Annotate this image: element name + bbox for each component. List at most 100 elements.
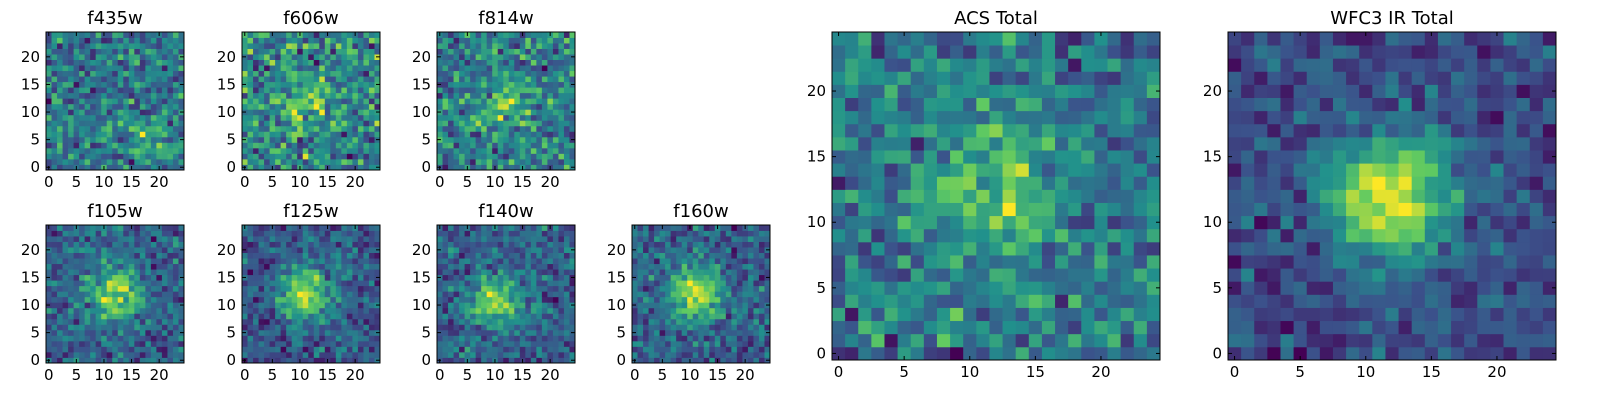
pixel-cell: [453, 302, 460, 309]
pixel-cell: [492, 37, 499, 44]
pixel-cell: [253, 125, 259, 132]
pixel-cell: [530, 269, 537, 276]
pixel-cell: [514, 357, 521, 364]
pixel-cell: [101, 98, 108, 105]
pixel-cell: [84, 43, 91, 49]
pixel-cell: [475, 32, 482, 38]
pixel-cell: [481, 335, 488, 342]
pixel-cell: [84, 329, 91, 336]
pixel-cell: [134, 329, 141, 336]
pixel-cell: [736, 302, 743, 309]
pixel-cell: [552, 291, 559, 298]
pixel-cell: [150, 302, 157, 309]
pixel-cell: [541, 351, 548, 358]
pixel-cell: [357, 313, 364, 320]
y-tick-label: 10: [21, 103, 40, 121]
pixel-cell: [324, 48, 331, 55]
pixel-cell: [319, 252, 326, 259]
pixel-cell: [698, 252, 705, 259]
pixel-cell: [725, 263, 732, 270]
pixel-cell: [643, 335, 649, 342]
pixel-cell: [161, 285, 168, 292]
pixel-cell: [470, 43, 477, 49]
pixel-cell: [145, 158, 152, 165]
pixel-cell: [1015, 150, 1030, 164]
pixel-cell: [709, 291, 716, 298]
pixel-cell: [536, 153, 543, 160]
y-tick-label: 15: [21, 75, 40, 93]
pixel-cell: [275, 114, 282, 121]
pixel-cell: [352, 98, 359, 105]
pixel-cell: [112, 120, 119, 127]
pixel-cell: [46, 153, 52, 160]
pixel-cell: [725, 258, 732, 265]
pixel-cell: [514, 37, 521, 44]
pixel-cell: [57, 346, 63, 353]
pixel-cell: [330, 296, 337, 303]
pixel-cell: [346, 291, 353, 298]
pixel-cell: [687, 263, 694, 270]
pixel-cell: [497, 335, 504, 342]
pixel-cell: [101, 87, 108, 94]
pixel-cell: [73, 65, 80, 72]
pixel-cell: [563, 357, 570, 364]
pixel-cell: [95, 269, 102, 276]
pixel-cell: [742, 285, 749, 292]
pixel-cell: [161, 109, 168, 116]
pixel-cell: [1146, 163, 1161, 177]
pixel-cell: [475, 147, 482, 154]
pixel-cell: [659, 324, 666, 331]
pixel-cell: [161, 357, 168, 364]
pixel-cell: [128, 340, 135, 347]
pixel-cell: [341, 236, 348, 242]
pixel-cell: [437, 335, 443, 342]
pixel-cell: [464, 48, 471, 55]
pixel-cell: [346, 318, 353, 325]
pixel-cell: [352, 92, 359, 99]
pixel-cell: [547, 59, 554, 66]
pixel-cell: [1094, 268, 1108, 282]
pixel-cell: [519, 81, 526, 88]
pixel-cell: [475, 285, 482, 292]
pixel-cell: [742, 318, 749, 325]
pixel-cell: [84, 346, 91, 353]
pixel-cell: [758, 230, 765, 237]
pixel-cell: [747, 252, 754, 259]
pixel-cell: [57, 357, 63, 364]
pixel-cell: [258, 76, 265, 83]
pixel-cell: [172, 313, 179, 320]
pixel-cell: [475, 225, 482, 231]
pixel-cell: [437, 318, 443, 325]
pixel-cell: [68, 324, 74, 331]
pixel-cell: [134, 340, 141, 347]
pixel-cell: [508, 43, 515, 49]
pixel-cell: [698, 269, 705, 276]
pixel-cell: [319, 258, 326, 265]
pixel-cell: [1107, 333, 1122, 348]
pixel-cell: [910, 150, 925, 164]
pixel-cell: [552, 274, 559, 281]
pixel-cell: [459, 307, 465, 314]
pixel-cell: [659, 346, 666, 353]
pixel-cell: [747, 280, 754, 287]
pixel-cell: [302, 324, 309, 331]
pixel-cell: [464, 125, 471, 132]
pixel-cell: [139, 48, 146, 55]
pixel-cell: [437, 103, 443, 110]
pixel-cell: [519, 269, 526, 276]
x-tick-label: 10: [680, 366, 699, 384]
pixel-cell: [313, 81, 320, 88]
pixel-cell: [514, 70, 521, 77]
pixel-cell: [525, 307, 532, 314]
pixel-cell: [698, 357, 705, 364]
x-tick-label: 10: [485, 366, 504, 384]
pixel-cell: [269, 37, 276, 44]
pixel-cell: [106, 131, 113, 138]
pixel-cell: [459, 258, 465, 265]
pixel-cell: [976, 215, 990, 230]
pixel-cell: [330, 241, 337, 248]
pixel-cell: [1133, 241, 1148, 256]
pixel-cell: [1107, 189, 1122, 203]
pixel-cell: [145, 32, 152, 38]
pixel-cell: [492, 120, 499, 127]
